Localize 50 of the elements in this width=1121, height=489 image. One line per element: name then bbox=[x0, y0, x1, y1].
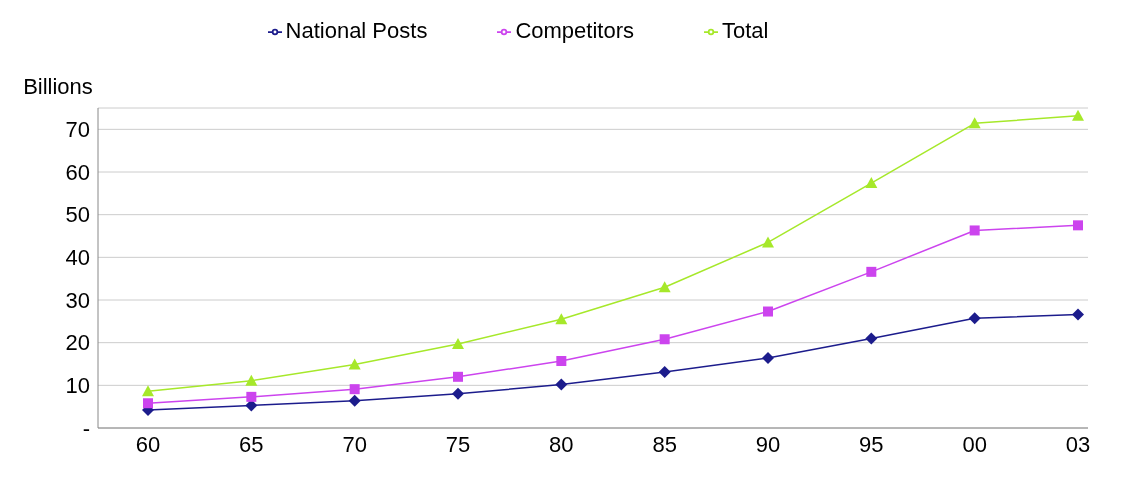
point bbox=[1072, 308, 1084, 321]
point bbox=[763, 306, 773, 317]
x-tick-label: 95 bbox=[859, 431, 884, 457]
x-tick-label: 03 bbox=[1065, 431, 1091, 457]
point bbox=[348, 394, 361, 407]
y-tick-label: 50 bbox=[65, 202, 90, 228]
point bbox=[452, 337, 464, 349]
point bbox=[1073, 220, 1083, 231]
point bbox=[762, 352, 774, 365]
point bbox=[969, 225, 980, 236]
x-tick-label: 90 bbox=[755, 431, 781, 457]
x-tick-label: 00 bbox=[962, 431, 987, 457]
point bbox=[968, 312, 981, 325]
y-tick-label: 70 bbox=[65, 117, 90, 143]
x-tick-label: 80 bbox=[549, 431, 574, 457]
x-tick-label: 85 bbox=[652, 431, 677, 457]
point bbox=[555, 378, 568, 391]
point bbox=[1072, 109, 1084, 121]
point bbox=[453, 371, 463, 382]
legend-label: Competitors bbox=[515, 18, 634, 43]
point bbox=[556, 356, 567, 367]
y-tick-label: 40 bbox=[65, 245, 90, 271]
point bbox=[866, 266, 877, 277]
x-tick-label: 70 bbox=[342, 431, 367, 457]
y-tick-label: 60 bbox=[65, 159, 90, 185]
point bbox=[142, 385, 154, 397]
point bbox=[555, 313, 568, 325]
point bbox=[865, 332, 878, 345]
y-tick-label: 20 bbox=[65, 330, 90, 356]
legend-label: National Posts bbox=[285, 18, 428, 43]
point bbox=[349, 384, 360, 395]
point bbox=[452, 387, 464, 400]
y-tick-label: 10 bbox=[65, 373, 90, 399]
point bbox=[348, 358, 361, 370]
point bbox=[968, 117, 981, 129]
point bbox=[658, 281, 671, 293]
x-tick-label: 60 bbox=[135, 431, 161, 457]
point bbox=[762, 236, 774, 248]
y-tick-label: 30 bbox=[65, 287, 90, 313]
point bbox=[658, 366, 671, 379]
y-tick-label: - bbox=[82, 415, 90, 441]
legend-label: Total bbox=[721, 18, 769, 43]
y-axis-title: Billions bbox=[23, 74, 93, 99]
x-tick-label: 65 bbox=[239, 431, 264, 457]
point bbox=[246, 391, 257, 402]
point bbox=[865, 177, 878, 189]
point bbox=[143, 398, 153, 409]
x-tick-label: 75 bbox=[445, 431, 471, 457]
point bbox=[245, 374, 258, 386]
point bbox=[659, 334, 670, 345]
